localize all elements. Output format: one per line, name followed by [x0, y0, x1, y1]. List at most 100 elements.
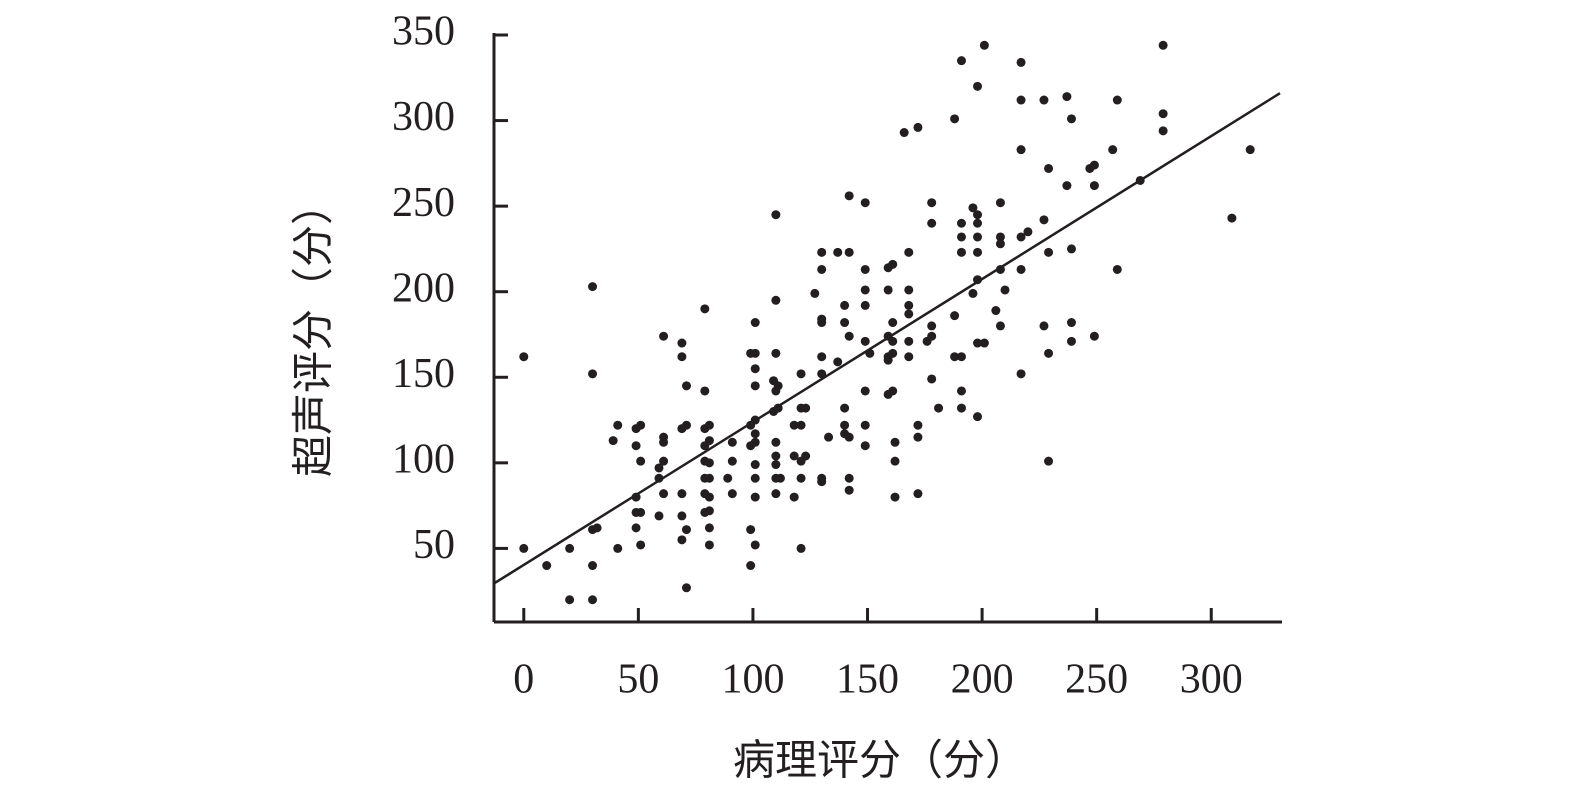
scatter-point [775, 473, 785, 483]
x-axis-title: 病理评分（分） [733, 739, 1027, 785]
scatter-point [904, 352, 914, 362]
scatter-point [860, 336, 870, 346]
scatter-point [979, 338, 989, 348]
scatter-point [771, 295, 781, 305]
scatter-point [771, 348, 781, 358]
scatter-point [1016, 264, 1026, 274]
x-tick-label: 150 [836, 657, 899, 703]
scatter-point [973, 81, 983, 91]
scatter-point [1089, 181, 1099, 191]
scatter-point [750, 437, 760, 447]
scatter-point [904, 336, 914, 346]
fit-line [493, 92, 1281, 585]
scatter-point [592, 523, 602, 533]
scatter-point [631, 441, 641, 451]
scatter-point [750, 473, 760, 483]
scatter-point [631, 523, 641, 533]
scatter-point [1016, 145, 1026, 155]
scatter-point [727, 489, 737, 499]
scatter-point [771, 489, 781, 499]
scatter-point [796, 420, 806, 430]
scatter-point [904, 309, 914, 319]
scatter-point [968, 203, 978, 213]
scatter-point [973, 232, 983, 242]
scatter-point [1023, 227, 1033, 237]
scatter-point [659, 489, 669, 499]
scatter-point [588, 282, 598, 292]
scatter-point [681, 420, 691, 430]
scatter-point [995, 198, 1005, 208]
scatter-point [1039, 321, 1049, 331]
scatter-point [700, 304, 710, 314]
scatter-point [636, 540, 646, 550]
scatter-point [888, 336, 898, 346]
scatter-point [860, 441, 870, 451]
scatter-point [844, 247, 854, 257]
scatter-point [904, 247, 914, 257]
scatter-point [888, 386, 898, 396]
scatter-point [860, 285, 870, 295]
scatter-point [771, 437, 781, 447]
scatter-point [542, 561, 552, 571]
y-tick-label: 350 [392, 9, 455, 55]
scatter-point [677, 489, 687, 499]
scatter-point [973, 218, 983, 228]
scatter-point [1062, 92, 1072, 102]
scatter-point [636, 507, 646, 517]
scatter-point [950, 114, 960, 124]
y-tick-label: 300 [392, 94, 455, 140]
scatter-point [1158, 109, 1168, 119]
scatter-point [746, 561, 756, 571]
scatter-point [677, 511, 687, 521]
scatter-point [956, 232, 966, 242]
scatter-point [681, 583, 691, 593]
scatter-point [844, 485, 854, 495]
scatter-point [659, 331, 669, 341]
scatter-point [927, 198, 937, 208]
y-tick-label: 150 [392, 351, 455, 397]
scatter-point [904, 300, 914, 310]
scatter-point [833, 357, 843, 367]
scatter-point [844, 191, 854, 201]
scatter-point [840, 420, 850, 430]
scatter-point [1245, 145, 1255, 155]
scatter-point [588, 369, 598, 379]
scatter-point [844, 432, 854, 442]
scatter-point [1044, 348, 1054, 358]
scatter-point [1066, 114, 1076, 124]
scatter-point [860, 300, 870, 310]
scatter-point [1158, 126, 1168, 136]
scatter-point [956, 386, 966, 396]
scatter-point [704, 506, 714, 516]
scatter-point [888, 318, 898, 328]
scatter-point [746, 525, 756, 535]
scatter-point [801, 451, 811, 461]
scatter-point [750, 348, 760, 358]
scatter-point [883, 355, 893, 365]
scatter-point [1044, 456, 1054, 466]
scatter-point [1044, 163, 1054, 173]
scatter-point [817, 352, 827, 362]
scatter-point [995, 321, 1005, 331]
scatter-point [704, 492, 714, 502]
scatter-point [565, 543, 575, 553]
scatter-point [519, 352, 529, 362]
scatter-point [750, 492, 760, 502]
scatter-point [659, 456, 669, 466]
x-tick-label: 250 [1065, 657, 1128, 703]
scatter-point [727, 456, 737, 466]
scatter-point [608, 436, 618, 446]
scatter-point [860, 264, 870, 274]
x-tick-label: 50 [617, 657, 659, 703]
scatter-point [1039, 95, 1049, 105]
scatter-point [817, 369, 827, 379]
scatter-point [860, 198, 870, 208]
scatter-point [700, 386, 710, 396]
scatter-point [979, 40, 989, 50]
scatter-point [796, 473, 806, 483]
scatter-point [750, 429, 760, 439]
scatter-point [613, 543, 623, 553]
scatter-point [995, 232, 1005, 242]
y-tick-label: 100 [392, 436, 455, 482]
scatter-point [704, 473, 714, 483]
